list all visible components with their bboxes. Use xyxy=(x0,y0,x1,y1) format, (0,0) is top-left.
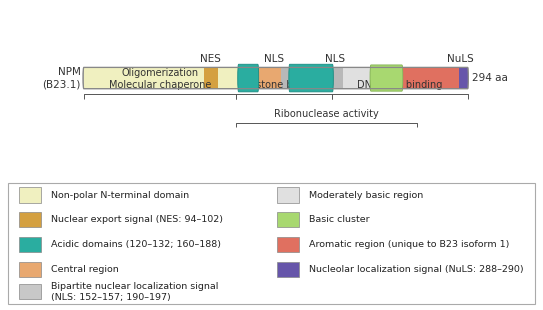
Bar xyxy=(277,212,299,228)
Text: Central region: Central region xyxy=(50,265,118,274)
Bar xyxy=(277,237,299,252)
Bar xyxy=(236,68,330,89)
FancyBboxPatch shape xyxy=(289,64,333,92)
FancyBboxPatch shape xyxy=(370,65,403,91)
Bar xyxy=(257,68,293,89)
Bar xyxy=(19,212,41,228)
Text: Bipartite nuclear localization signal
(NLS: 152–157; 190–197): Bipartite nuclear localization signal (N… xyxy=(50,281,218,302)
Bar xyxy=(330,68,403,89)
Text: NuLS: NuLS xyxy=(447,54,474,64)
Bar xyxy=(204,68,218,89)
Text: Nucleolar localization signal (NuLS: 288–290): Nucleolar localization signal (NuLS: 288… xyxy=(309,265,523,274)
FancyBboxPatch shape xyxy=(83,68,468,89)
Text: DNA/RNA binding: DNA/RNA binding xyxy=(357,80,443,90)
Bar xyxy=(403,68,463,89)
Text: Oligomerization
Molecular chaperone: Oligomerization Molecular chaperone xyxy=(109,68,212,90)
Bar xyxy=(459,68,468,89)
Bar xyxy=(277,188,299,203)
Text: NES: NES xyxy=(200,54,220,64)
Text: Aromatic region (unique to B23 isoform 1): Aromatic region (unique to B23 isoform 1… xyxy=(309,240,509,249)
Text: 294 aa: 294 aa xyxy=(472,73,508,83)
Text: Moderately basic region: Moderately basic region xyxy=(309,191,423,200)
Bar xyxy=(19,237,41,252)
Bar xyxy=(19,188,41,203)
FancyBboxPatch shape xyxy=(238,64,258,92)
Text: Histone binding: Histone binding xyxy=(246,80,323,90)
Text: NPM
(B23.1): NPM (B23.1) xyxy=(42,67,80,89)
Text: NLS: NLS xyxy=(325,54,345,64)
Bar xyxy=(19,284,41,299)
Text: Nuclear export signal (NES: 94–102): Nuclear export signal (NES: 94–102) xyxy=(50,215,223,224)
Text: Acidic domains (120–132; 160–188): Acidic domains (120–132; 160–188) xyxy=(50,240,220,249)
Bar xyxy=(277,262,299,277)
Text: Non-polar N-terminal domain: Non-polar N-terminal domain xyxy=(50,191,189,200)
Text: Ribonuclease activity: Ribonuclease activity xyxy=(274,109,379,119)
Text: Basic cluster: Basic cluster xyxy=(309,215,369,224)
Text: NLS: NLS xyxy=(264,54,285,64)
Bar xyxy=(330,68,343,89)
Bar xyxy=(281,68,293,89)
Bar xyxy=(19,262,41,277)
